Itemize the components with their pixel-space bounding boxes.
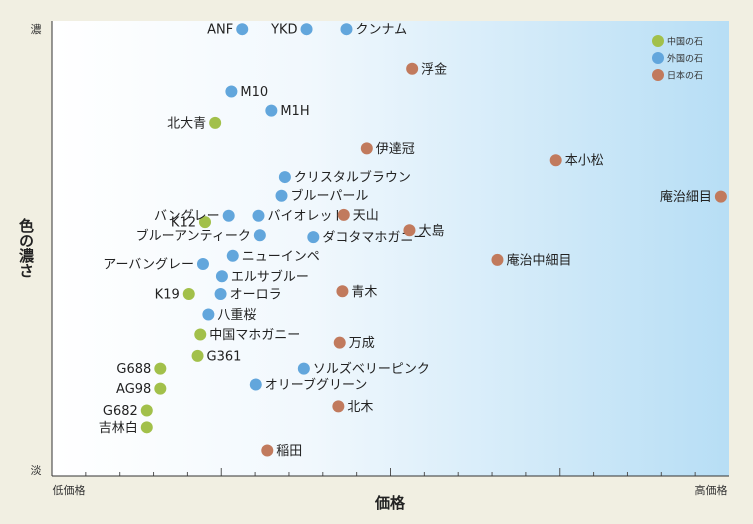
data-point-label: 浮金 <box>421 61 447 77</box>
data-point-label: エルサブルー <box>231 269 309 285</box>
data-point-label: 本小松 <box>565 154 604 169</box>
x-tick-low: 低価格 <box>53 483 86 497</box>
data-point <box>336 285 349 298</box>
data-point-label: ANF <box>207 23 233 38</box>
data-point-label: M1H <box>280 104 309 119</box>
data-point-label: ニューインペ <box>242 249 320 264</box>
data-point-label: バイオレット <box>267 209 345 224</box>
y-axis-title: 色の濃さ <box>17 217 35 278</box>
data-point-label: 北大青 <box>167 116 206 131</box>
data-point-label: 伊達冠 <box>376 142 415 157</box>
data-point <box>337 208 350 221</box>
data-point-label: クリスタルブラウン <box>294 170 411 186</box>
plot-area <box>52 21 729 476</box>
data-point <box>297 362 310 375</box>
data-point <box>307 231 320 244</box>
data-point <box>252 209 265 222</box>
data-point <box>253 229 266 242</box>
data-point <box>140 404 153 417</box>
x-tick-high: 高価格 <box>695 483 728 497</box>
data-point-label: 庵治細目 <box>660 189 712 205</box>
data-point <box>225 85 238 98</box>
legend-marker <box>652 52 664 64</box>
data-point <box>191 349 204 362</box>
data-point <box>300 23 313 36</box>
data-point <box>406 62 419 75</box>
x-axis-title: 価格 <box>374 494 406 512</box>
data-point-label: アーバングレー <box>103 257 194 272</box>
data-point-label: AG98 <box>116 382 151 397</box>
data-point-label: 庵治中細目 <box>506 252 571 268</box>
data-point <box>403 224 416 237</box>
data-point-label: YKD <box>270 23 297 38</box>
data-point-label: 天山 <box>353 208 379 223</box>
y-tick-low: 淡 <box>31 464 42 477</box>
data-point <box>182 288 195 300</box>
data-point-label: オリーブグリーン <box>265 377 368 393</box>
data-point-label: K12 <box>171 216 196 231</box>
data-point <box>549 154 562 167</box>
legend-marker <box>652 35 664 47</box>
data-point <box>340 23 353 36</box>
data-point-label: 万成 <box>349 336 375 351</box>
data-point <box>196 257 209 270</box>
data-point-label: 中国マホガニー <box>209 328 300 343</box>
data-point-label: K19 <box>155 288 180 303</box>
data-point <box>265 104 278 117</box>
data-point <box>275 189 288 202</box>
axis-ticks <box>85 468 696 476</box>
data-point <box>261 444 274 457</box>
y-tick-high: 濃 <box>31 22 42 36</box>
data-point <box>202 308 215 321</box>
data-point-label: G688 <box>116 362 151 377</box>
data-point <box>249 378 262 391</box>
data-point <box>332 400 345 413</box>
data-point-label: ブルーアンティーク <box>136 228 251 244</box>
data-point <box>154 382 167 395</box>
data-point-label: M10 <box>240 85 268 100</box>
data-point-label: 大島 <box>418 224 444 239</box>
data-point-label: オーロラ <box>230 288 282 303</box>
data-point-label: ダコタマホガニー <box>322 231 426 246</box>
data-point <box>491 253 504 266</box>
data-point <box>236 23 249 36</box>
legend-entry: 日本の石 <box>667 70 703 82</box>
data-point <box>714 190 727 203</box>
data-point <box>199 216 212 229</box>
data-point <box>222 209 235 222</box>
data-point-label: バングレー <box>154 209 220 224</box>
data-point-label: 北木 <box>347 400 373 415</box>
legend-marker <box>652 69 664 81</box>
data-point <box>140 421 153 434</box>
data-point-label: G361 <box>207 349 242 364</box>
data-point-label: G682 <box>103 404 138 419</box>
data-point <box>278 171 291 184</box>
data-point <box>360 142 373 155</box>
data-point <box>194 328 207 341</box>
data-point-label: 稲田 <box>276 444 302 459</box>
legend-entry: 外国の石 <box>667 53 703 65</box>
data-point-label: ブルーパール <box>291 188 369 204</box>
legend-entry: 中国の石 <box>667 36 703 48</box>
data-point <box>209 116 222 129</box>
data-point-label: クンナム <box>355 23 407 38</box>
data-point-label: 吉林白 <box>99 420 138 436</box>
data-point <box>215 270 228 283</box>
data-point-label: 青木 <box>351 285 377 300</box>
data-point <box>154 362 167 375</box>
data-point <box>226 249 239 262</box>
data-point-label: ソルズベリーピンク <box>313 361 430 377</box>
data-point <box>333 336 346 349</box>
data-point <box>214 288 227 300</box>
data-point-label: 八重桜 <box>217 307 256 323</box>
